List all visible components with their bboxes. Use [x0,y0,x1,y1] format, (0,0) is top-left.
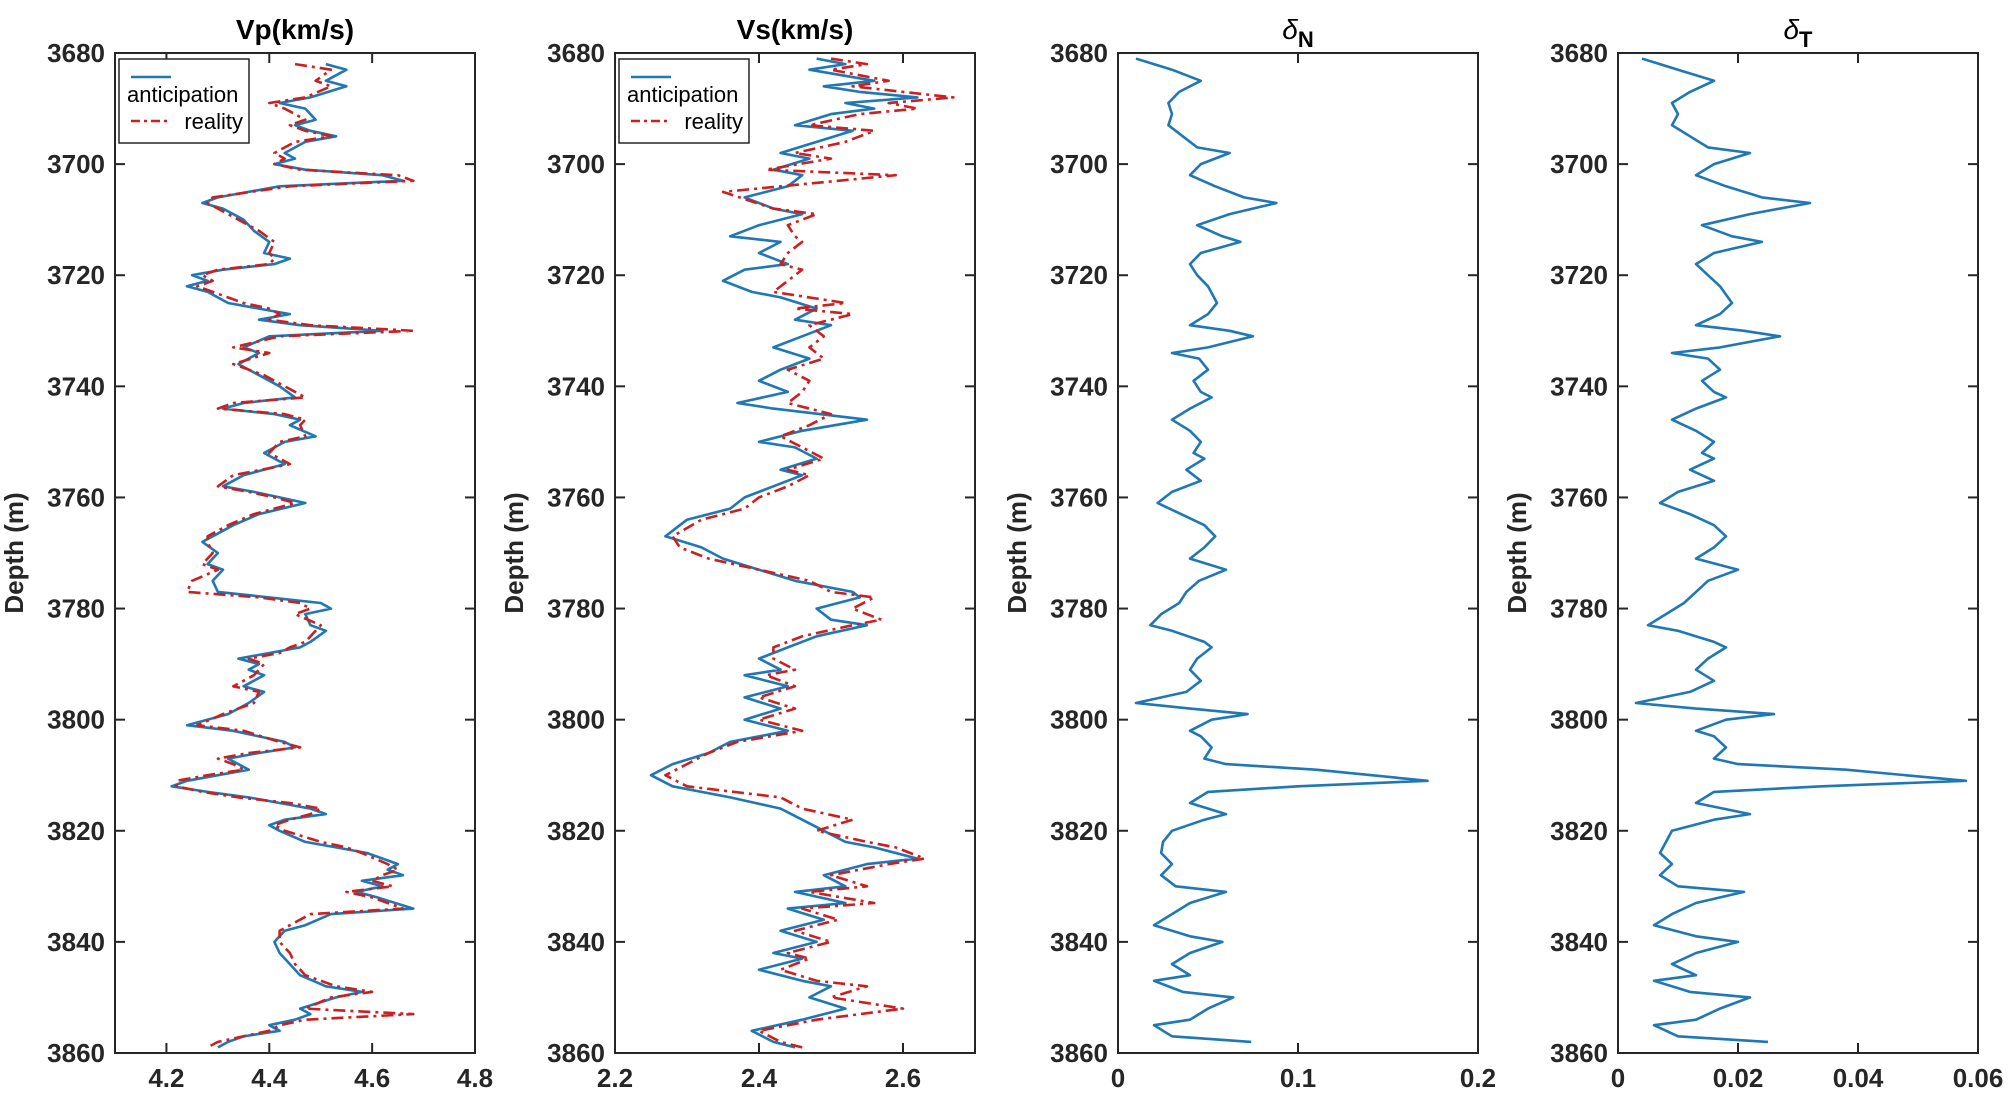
x-tick-label: 2.2 [597,1063,633,1093]
y-axis-label: Depth (m) [0,492,29,613]
x-tick-label: 4.8 [457,1063,493,1093]
chart-title: δT [1783,14,1813,52]
y-tick-label: 3820 [1550,816,1608,846]
x-tick-label: 0.06 [1953,1063,2004,1093]
y-tick-label: 3800 [547,705,605,735]
series-line-reality [664,57,955,1049]
x-tick-label: 0.1 [1280,1063,1316,1093]
x-tick-label: 4.6 [354,1063,390,1093]
y-tick-label: 3720 [1050,260,1108,290]
chart-panel-4: 3680 3700 3720 3740 3760 3780 3800 3820 3840 3860… [1502,14,2003,1093]
legend-label-reality: reality [684,109,743,134]
y-tick-label: 3720 [47,260,105,290]
series-line-anticipation [170,62,415,1049]
x-tick-label: 0.02 [1713,1063,1764,1093]
y-tick-label: 3860 [547,1038,605,1068]
x-tick-label: 4.2 [148,1063,184,1093]
y-tick-label: 3740 [1050,371,1108,401]
y-tick-label: 3840 [1550,927,1608,957]
y-tick-label: 3780 [547,594,605,624]
y-tick-label: 3820 [1050,816,1108,846]
chart-title: Vp(km/s) [236,14,354,45]
y-tick-label: 3820 [47,816,105,846]
legend-label-anticipation: anticipation [627,82,738,107]
y-tick-label: 3720 [1550,260,1608,290]
y-tick-label: 3700 [47,149,105,179]
plot-area [1118,53,1478,1053]
x-tick-label: 0.2 [1460,1063,1496,1093]
plot-area [1618,53,1978,1053]
y-axis-label: Depth (m) [1502,492,1532,613]
y-tick-label: 3840 [1050,927,1108,957]
y-tick-label: 3680 [1050,38,1108,68]
y-axis-label: Depth (m) [1002,492,1032,613]
y-axis-label: Depth (m) [499,492,529,613]
y-tick-label: 3840 [547,927,605,957]
y-tick-label: 3800 [1050,705,1108,735]
plot-area [115,53,475,1053]
x-tick-label: 2.6 [885,1063,921,1093]
axes-box [114,52,476,1054]
series-line-line-1 [1134,57,1429,1044]
y-tick-label: 3700 [1550,149,1608,179]
chart-title: δN [1282,14,1313,52]
y-tick-label: 3680 [1550,38,1608,68]
y-tick-label: 3740 [547,371,605,401]
x-tick-label: 0.04 [1833,1063,1884,1093]
y-tick-label: 3860 [1550,1038,1608,1068]
y-tick-label: 3840 [47,927,105,957]
y-tick-label: 3760 [1050,482,1108,512]
x-tick-label: 4.4 [251,1063,288,1093]
y-tick-label: 3740 [47,371,105,401]
plot-area [615,53,975,1053]
axes-box [614,52,976,1054]
y-tick-label: 3700 [1050,149,1108,179]
y-tick-label: 3680 [547,38,605,68]
y-tick-label: 3860 [1050,1038,1108,1068]
x-tick-label: 0 [1611,1063,1625,1093]
series-line-reality [175,62,415,1049]
chart-panel-3: 3680 3700 3720 3740 3760 3780 3800 3820 3840 3860… [1002,14,1496,1093]
y-tick-label: 3780 [1550,594,1608,624]
series-line-line-1 [1634,57,1968,1044]
legend-box [618,58,750,144]
legend-label-reality: reality [184,109,243,134]
axes-box [1617,52,1979,1054]
y-tick-label: 3800 [1550,705,1608,735]
y-tick-label: 3780 [1050,594,1108,624]
chart-panel-1: 3680 3700 3720 3740 3760 3780 3800 3820 3840 3860… [0,14,493,1093]
y-tick-label: 3800 [47,705,105,735]
y-tick-label: 3860 [47,1038,105,1068]
y-tick-label: 3680 [47,38,105,68]
x-tick-label: 2.4 [741,1063,778,1093]
legend-box [118,58,250,144]
chart-title: Vs(km/s) [737,14,854,45]
y-tick-label: 3760 [47,482,105,512]
y-tick-label: 3820 [547,816,605,846]
x-tick-label: 0 [1111,1063,1125,1093]
chart-panel-2: 3680 3700 3720 3740 3760 3780 3800 3820 3840 3860… [499,14,976,1093]
y-tick-label: 3760 [1550,482,1608,512]
y-tick-label: 3700 [547,149,605,179]
y-tick-label: 3780 [47,594,105,624]
y-tick-label: 3740 [1550,371,1608,401]
y-tick-label: 3760 [547,482,605,512]
legend-label-anticipation: anticipation [127,82,238,107]
y-tick-label: 3720 [547,260,605,290]
series-line-anticipation [649,57,919,1049]
